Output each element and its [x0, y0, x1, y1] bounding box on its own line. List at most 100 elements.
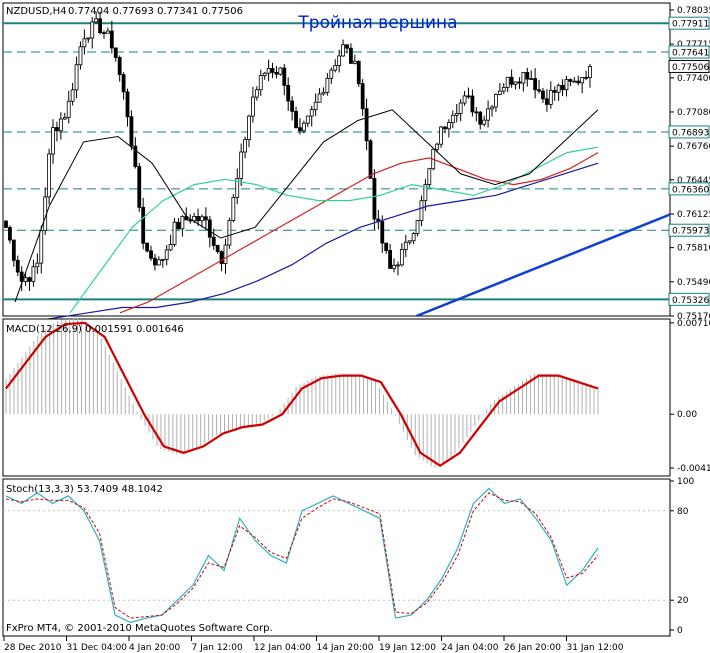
ma-mid-line — [69, 146, 599, 314]
candle-body — [207, 219, 212, 238]
time-tick-label: 26 Jan 20:00 — [504, 643, 561, 653]
candle-body — [31, 266, 36, 282]
candle-body — [537, 89, 541, 92]
candle-body — [298, 127, 302, 132]
candle-body — [156, 259, 161, 266]
trendline — [416, 213, 671, 318]
candle-body — [525, 71, 530, 80]
candle-body — [517, 81, 522, 84]
stoch-tick-label: 80 — [677, 507, 689, 517]
candle-body — [102, 32, 106, 35]
time-tick-label: 7 Jan 12:00 — [192, 643, 244, 653]
level-tag — [668, 125, 710, 139]
stochastic-axis: 100 80 20 0 — [670, 477, 694, 636]
candle-body — [352, 60, 357, 64]
time-tick-label: 19 Jan 12:00 — [379, 643, 436, 653]
price-tick-label: 0.76445 — [677, 176, 710, 186]
candle-body — [548, 90, 553, 105]
candle-body — [541, 90, 545, 100]
price-tags: 0.77911 0.77641 0.76893 0.76360 0.75973 0.753… — [668, 16, 710, 306]
candle-body — [364, 108, 369, 142]
candle-body — [509, 76, 514, 85]
time-tick-label: 4 Jan 20:00 — [129, 643, 181, 653]
candle-body — [113, 47, 118, 58]
candle-body — [196, 216, 200, 222]
candle-body — [247, 115, 251, 141]
candle-body — [117, 57, 122, 75]
time-tick-label: 31 Jan 12:00 — [567, 643, 624, 653]
candle-body — [4, 220, 8, 228]
candle-body — [164, 249, 169, 260]
candle-body — [82, 38, 87, 48]
current-price-label: 0.77506 — [672, 63, 709, 73]
candle-body — [521, 71, 526, 84]
candle-body — [58, 118, 63, 132]
candle-body — [435, 143, 440, 150]
candle-body — [529, 78, 534, 80]
candle-body — [446, 122, 451, 130]
candle-body — [160, 259, 165, 261]
candle-body — [137, 166, 142, 208]
current-price-tag — [668, 59, 710, 73]
candle-body — [478, 111, 483, 125]
candle-body — [176, 221, 181, 230]
candle-body — [203, 216, 208, 221]
candle-body — [133, 145, 138, 167]
ma-slow-red-line — [119, 152, 599, 314]
candle-body — [239, 151, 244, 179]
candle-body — [396, 264, 400, 267]
time-tick-label: 31 Dec 04:00 — [67, 643, 128, 653]
candle-body — [345, 44, 349, 49]
price-tick-label: 0.76125 — [677, 210, 710, 220]
candle-body — [286, 84, 291, 102]
candle-body — [141, 206, 146, 244]
candle-body — [333, 65, 338, 71]
candle-body — [482, 119, 487, 125]
level-tag-label: 0.77911 — [672, 20, 709, 30]
time-axis: 28 Dec 2010 31 Dec 04:00 4 Jan 20:00 7 Jan … — [3, 636, 624, 653]
level-tag — [668, 182, 710, 196]
candle-body — [153, 257, 157, 266]
candle-body — [215, 245, 220, 252]
candle-body — [231, 197, 236, 221]
candle-body — [372, 177, 377, 220]
candle-body — [251, 96, 255, 117]
macd-axis: 0.007104 0.00 -0.00418 — [670, 319, 710, 474]
candle-body — [125, 91, 130, 118]
candle-body — [556, 84, 561, 93]
level-tag — [668, 16, 710, 30]
candle-body — [392, 264, 396, 269]
candle-body — [39, 229, 44, 264]
candle-body — [62, 117, 67, 120]
level-tag-label: 0.76893 — [672, 128, 709, 138]
macd-tick-label: -0.00418 — [677, 464, 710, 474]
candle-body — [149, 250, 153, 259]
stochastic-pane[interactable]: 100 80 20 0 Stoch(13,3,3) 53.7409 48.1042 F… — [2, 477, 694, 637]
level-tag-label: 0.75326 — [672, 296, 709, 306]
candle-body — [321, 91, 326, 95]
candle-body — [200, 216, 204, 222]
level-tag — [668, 45, 710, 59]
candle-body — [584, 76, 588, 79]
level-tag-label: 0.77641 — [672, 49, 709, 59]
candle-body — [290, 100, 295, 112]
candle-body — [580, 76, 585, 84]
candle-body — [301, 122, 306, 132]
macd-pane[interactable]: 0.007104 0.00 -0.00418 MACD(12,26,9) 0.001… — [2, 318, 710, 477]
candle-body — [513, 81, 518, 85]
moving-averages — [14, 109, 599, 325]
candle-body — [172, 221, 177, 245]
candle-body — [407, 240, 412, 243]
macd-signal-polyline — [5, 321, 599, 468]
candle-body — [505, 76, 510, 88]
candle-body — [403, 241, 408, 250]
candle-body — [388, 250, 393, 269]
level-tag-label: 0.75973 — [672, 227, 709, 237]
candle-body — [47, 153, 52, 198]
